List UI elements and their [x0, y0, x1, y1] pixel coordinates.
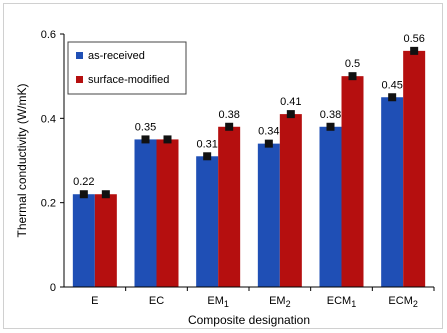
data-label: 0.41 [280, 96, 301, 108]
data-label: 0.35 [135, 121, 156, 133]
y-tick-label: 0.2 [41, 198, 56, 210]
x-axis-title: Composite designation [188, 313, 310, 327]
legend-swatch-as-received [76, 52, 83, 59]
data-label: 0.45 [381, 79, 402, 91]
bar-as-received [381, 97, 404, 287]
error-marker [203, 152, 212, 161]
bar-surface-modified [279, 114, 302, 287]
error-marker [101, 190, 110, 199]
bar-surface-modified [94, 194, 117, 287]
axes-layer: 0 0.2 0.4 0.6 E EC EM1 EM2 ECM1 ECM2 [41, 29, 435, 309]
x-tick-label: EM2 [269, 295, 291, 309]
x-tick-label: EM1 [207, 295, 229, 309]
error-marker [264, 139, 273, 148]
x-tick-label: EC [149, 295, 164, 307]
error-marker [225, 122, 234, 131]
data-label: 0.22 [73, 176, 94, 188]
x-tick-label: ECM2 [388, 295, 417, 309]
bar-surface-modified [403, 50, 426, 287]
error-marker [388, 93, 397, 102]
legend-swatch-surface-modified [76, 76, 83, 83]
error-marker [163, 135, 172, 144]
y-tick-label: 0.6 [41, 29, 56, 41]
chart-frame: 0 0.2 0.4 0.6 E EC EM1 EM2 ECM1 ECM2 0.22 0.35 0.31… [3, 3, 443, 329]
data-label: 0.56 [403, 33, 424, 45]
bar-as-received [319, 126, 342, 288]
error-marker [286, 110, 295, 119]
data-label: 0.38 [218, 109, 239, 121]
bar-as-received [196, 156, 219, 287]
legend-box [67, 41, 187, 95]
error-marker [410, 46, 419, 55]
y-tick-label: 0 [50, 282, 56, 294]
bar-surface-modified [156, 139, 179, 287]
y-axis-title: Thermal conductivity (W/mK) [15, 83, 29, 237]
error-marker [79, 190, 88, 199]
labels-layer: 0.22 0.35 0.31 0.38 0.34 0.41 0.38 0.5 0.45 0.56 [73, 33, 425, 188]
bar-as-received [134, 139, 157, 287]
y-tick-label: 0.4 [41, 113, 56, 125]
legend-label-surface-modified: surface-modified [88, 74, 169, 86]
data-label: 0.38 [320, 109, 341, 121]
error-marker [326, 122, 335, 131]
data-label: 0.31 [196, 138, 217, 150]
data-label: 0.34 [258, 126, 279, 138]
bar-surface-modified [218, 126, 241, 288]
bar-as-received [257, 143, 280, 287]
legend: as-received surface-modified [67, 41, 187, 95]
bars-layer [72, 46, 426, 288]
data-label: 0.5 [345, 58, 360, 70]
bar-as-received [72, 194, 95, 287]
bar-chart: 0 0.2 0.4 0.6 E EC EM1 EM2 ECM1 ECM2 0.22 0.35 0.31… [15, 29, 435, 327]
x-tick-label: E [91, 295, 98, 307]
error-marker [348, 72, 357, 81]
error-marker [141, 135, 150, 144]
bar-surface-modified [341, 76, 364, 288]
x-tick-label: ECM1 [327, 295, 356, 309]
legend-label-as-received: as-received [88, 50, 145, 62]
